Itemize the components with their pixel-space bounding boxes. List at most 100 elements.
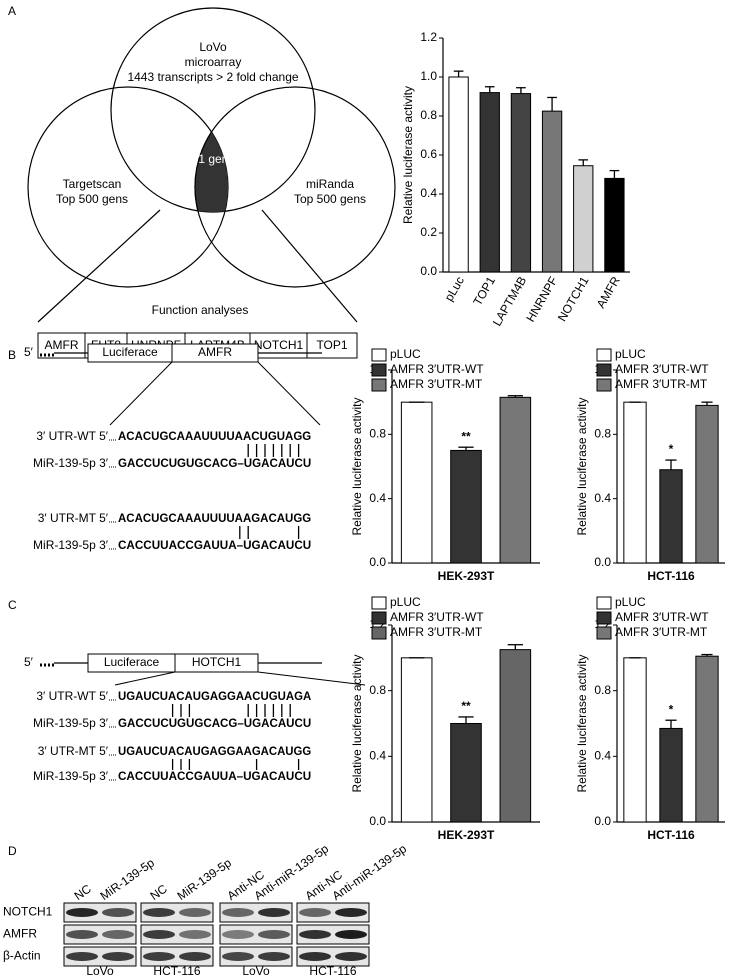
band xyxy=(299,952,331,961)
sequence: ACACUGCAAAUUUUAACUGUAGG xyxy=(118,429,311,443)
group-label: LoVo xyxy=(86,964,114,977)
gene-box xyxy=(174,653,259,673)
band xyxy=(179,908,211,917)
bar xyxy=(623,657,647,823)
legend-swatch xyxy=(371,348,387,362)
legend-label: AMFR 3′UTR-MT xyxy=(615,377,708,391)
bar xyxy=(400,401,433,564)
venn-label: Targetscan xyxy=(63,177,122,191)
column-label: Anti-miR-139-5p xyxy=(330,841,410,903)
band xyxy=(102,952,134,961)
legend-swatch xyxy=(596,378,612,392)
group-label: HCT-116 xyxy=(309,964,356,977)
venn-label: 1443 transcripts > 2 fold change xyxy=(127,70,298,84)
y-tick-label: 0.8 xyxy=(369,427,386,441)
gene-name: TOP1 xyxy=(316,338,347,352)
row-label: NOTCH1 xyxy=(3,905,53,919)
blot xyxy=(63,924,137,945)
band xyxy=(102,930,134,939)
y-tick-label: 0.0 xyxy=(594,555,611,569)
legend-swatch xyxy=(371,363,387,377)
legend-label: pLUC xyxy=(615,347,646,361)
venn-center: 31 gens xyxy=(192,152,235,166)
y-tick-label: 0.4 xyxy=(594,491,611,505)
bar xyxy=(659,727,683,823)
seq-label: MiR-139-5p 3′ xyxy=(33,769,109,783)
seq-label: MiR-139-5p 3′ xyxy=(33,456,109,470)
band xyxy=(143,930,175,939)
y-tick-label: 0.4 xyxy=(369,749,386,763)
blot xyxy=(63,946,137,967)
gene-label: AMFR xyxy=(198,345,232,359)
legend-label: pLUC xyxy=(390,595,421,609)
band xyxy=(66,930,98,939)
legend-label: AMFR 3′UTR-WT xyxy=(615,362,709,376)
blot xyxy=(296,902,370,923)
fan-line xyxy=(257,671,366,686)
sequence: CACCUUACCGAUUA–UGACAUCU xyxy=(118,769,311,783)
sequence: GACCUCUGUGCACG–UGACAUCU xyxy=(118,456,311,470)
fan-line xyxy=(109,361,173,426)
legend-label: AMFR 3′UTR-WT xyxy=(390,610,484,624)
band xyxy=(66,952,98,961)
y-tick-label: 0.4 xyxy=(594,749,611,763)
venn-label: miRanda xyxy=(306,177,354,191)
significance: ** xyxy=(461,429,471,443)
blot xyxy=(140,902,214,923)
venn-caption: Function analyses xyxy=(152,303,249,317)
five-prime: 5′ xyxy=(24,345,34,359)
bar xyxy=(659,469,683,564)
y-tick-label: 1.0 xyxy=(420,69,437,83)
sequence: UGAUCUACAUGAGGAACUGUAGA xyxy=(118,689,312,703)
band xyxy=(299,930,331,939)
x-tick-label: NOTCH1 xyxy=(555,274,592,324)
y-tick-label: 0.8 xyxy=(594,683,611,697)
panel-label: B xyxy=(8,348,16,362)
venn xyxy=(27,7,396,323)
y-tick-label: 0.0 xyxy=(369,814,386,828)
bar xyxy=(573,165,594,273)
legend-swatch xyxy=(371,596,387,610)
gene-cell xyxy=(249,332,308,359)
column-label: NC xyxy=(148,881,171,903)
y-axis-label: Relative luciferase activity xyxy=(575,397,589,535)
blot xyxy=(296,946,370,967)
connector xyxy=(37,209,161,323)
legend-swatch xyxy=(371,378,387,392)
venn-label: Top 500 gens xyxy=(56,192,128,206)
luc-label: Luciferace xyxy=(104,655,160,669)
legend-label: pLUC xyxy=(615,595,646,609)
band xyxy=(258,908,290,917)
y-tick-label: 0.4 xyxy=(420,186,437,200)
gene-box xyxy=(171,343,259,363)
x-axis-label: HEK-293T xyxy=(438,569,495,583)
column-label: MiR-139-5p xyxy=(175,855,235,903)
bar xyxy=(450,723,482,823)
band xyxy=(335,930,367,939)
seq-label: MiR-139-5p 3′ xyxy=(33,716,109,730)
column-label: MiR-139-5p xyxy=(98,855,158,903)
group-label: HCT-116 xyxy=(153,964,200,977)
y-tick-label: 0.0 xyxy=(594,814,611,828)
x-tick-label: TOP1 xyxy=(470,274,498,308)
seq-label: 3′ UTR-WT 5′ xyxy=(36,429,108,443)
significance: ** xyxy=(461,699,471,713)
seq-label: 3′ UTR-WT 5′ xyxy=(36,689,108,703)
row-label: AMFR xyxy=(3,927,37,941)
seq-label: MiR-139-5p 3′ xyxy=(33,538,109,552)
blot xyxy=(140,946,214,967)
gene-cell xyxy=(306,332,358,359)
sequence: GACCUCUGUGCACG–UGACAUCU xyxy=(118,716,311,730)
bar xyxy=(623,401,647,564)
band xyxy=(179,952,211,961)
band xyxy=(299,908,331,917)
bar xyxy=(400,657,433,823)
blot xyxy=(296,924,370,945)
y-tick-label: 0.2 xyxy=(420,225,437,239)
bar xyxy=(499,396,532,564)
venn-label: microarray xyxy=(185,55,242,69)
y-tick-label: 0.4 xyxy=(369,491,386,505)
bar xyxy=(448,76,469,273)
column-label: NC xyxy=(72,881,95,903)
legend-swatch xyxy=(596,348,612,362)
